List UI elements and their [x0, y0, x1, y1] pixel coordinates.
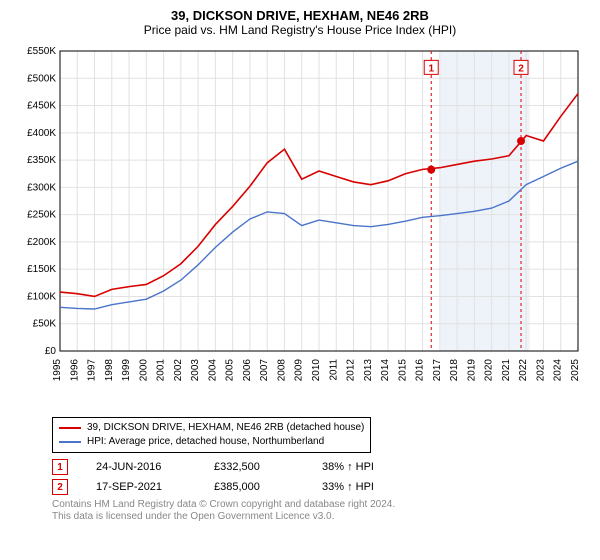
page-title: 39, DICKSON DRIVE, HEXHAM, NE46 2RB [12, 8, 588, 23]
price-chart: £0 £50K £100K £150K £200K £250K £300K £350K £400… [12, 41, 588, 411]
legend-swatch [59, 427, 81, 429]
table-row: 2 17-SEP-2021 £385,000 33% ↑ HPI [52, 479, 588, 495]
svg-text:2021: 2021 [501, 359, 512, 382]
transactions-table: 1 24-JUN-2016 £332,500 38% ↑ HPI 2 17-SE… [52, 459, 588, 495]
svg-text:2020: 2020 [484, 359, 495, 382]
svg-text:2: 2 [518, 63, 524, 74]
svg-text:2016: 2016 [415, 359, 426, 382]
svg-text:1995: 1995 [52, 359, 63, 382]
svg-text:£50K: £50K [33, 319, 57, 330]
svg-text:2014: 2014 [380, 359, 391, 382]
svg-text:1996: 1996 [69, 359, 80, 382]
legend-label: 39, DICKSON DRIVE, HEXHAM, NE46 2RB (det… [87, 421, 364, 435]
transaction-marker: 2 [52, 479, 68, 495]
svg-text:2001: 2001 [156, 359, 167, 382]
svg-text:2022: 2022 [518, 359, 529, 382]
svg-text:2000: 2000 [138, 359, 149, 382]
svg-text:£250K: £250K [27, 210, 56, 221]
svg-text:£100K: £100K [27, 291, 56, 302]
svg-text:£550K: £550K [27, 46, 56, 57]
svg-text:2024: 2024 [553, 359, 564, 382]
legend-label: HPI: Average price, detached house, Nort… [87, 435, 324, 449]
svg-text:2013: 2013 [363, 359, 374, 382]
svg-text:2015: 2015 [397, 359, 408, 382]
svg-text:£350K: £350K [27, 155, 56, 166]
legend-row: HPI: Average price, detached house, Nort… [59, 435, 364, 449]
transaction-price: £332,500 [214, 461, 294, 473]
transaction-marker: 1 [52, 459, 68, 475]
transaction-date: 17-SEP-2021 [96, 481, 186, 493]
svg-text:2025: 2025 [570, 359, 581, 382]
svg-text:2012: 2012 [346, 359, 357, 382]
svg-text:1: 1 [428, 63, 434, 74]
svg-text:£200K: £200K [27, 237, 56, 248]
svg-text:£450K: £450K [27, 101, 56, 112]
svg-text:£500K: £500K [27, 73, 56, 84]
svg-text:2009: 2009 [294, 359, 305, 382]
svg-text:2005: 2005 [225, 359, 236, 382]
svg-text:£0: £0 [45, 346, 57, 357]
transaction-price: £385,000 [214, 481, 294, 493]
svg-text:2010: 2010 [311, 359, 322, 382]
svg-text:2018: 2018 [449, 359, 460, 382]
page-subtitle: Price paid vs. HM Land Registry's House … [12, 23, 588, 37]
legend: 39, DICKSON DRIVE, HEXHAM, NE46 2RB (det… [52, 417, 371, 453]
footer-line: This data is licensed under the Open Gov… [52, 511, 588, 523]
svg-text:1998: 1998 [104, 359, 115, 382]
svg-text:2002: 2002 [173, 359, 184, 382]
transaction-delta: 33% ↑ HPI [322, 481, 374, 493]
svg-text:£300K: £300K [27, 182, 56, 193]
svg-text:£150K: £150K [27, 264, 56, 275]
svg-text:2017: 2017 [432, 359, 443, 382]
svg-text:2003: 2003 [190, 359, 201, 382]
footer: Contains HM Land Registry data © Crown c… [52, 499, 588, 523]
svg-text:2008: 2008 [276, 359, 287, 382]
transaction-delta: 38% ↑ HPI [322, 461, 374, 473]
svg-text:2006: 2006 [242, 359, 253, 382]
legend-swatch [59, 441, 81, 443]
svg-text:£400K: £400K [27, 128, 56, 139]
transaction-date: 24-JUN-2016 [96, 461, 186, 473]
svg-text:2019: 2019 [466, 359, 477, 382]
legend-row: 39, DICKSON DRIVE, HEXHAM, NE46 2RB (det… [59, 421, 364, 435]
svg-text:1999: 1999 [121, 359, 132, 382]
footer-line: Contains HM Land Registry data © Crown c… [52, 499, 588, 511]
svg-text:2007: 2007 [259, 359, 270, 382]
svg-text:1997: 1997 [87, 359, 98, 382]
svg-text:2004: 2004 [207, 359, 218, 382]
table-row: 1 24-JUN-2016 £332,500 38% ↑ HPI [52, 459, 588, 475]
svg-text:2011: 2011 [328, 359, 339, 381]
svg-text:2023: 2023 [535, 359, 546, 382]
